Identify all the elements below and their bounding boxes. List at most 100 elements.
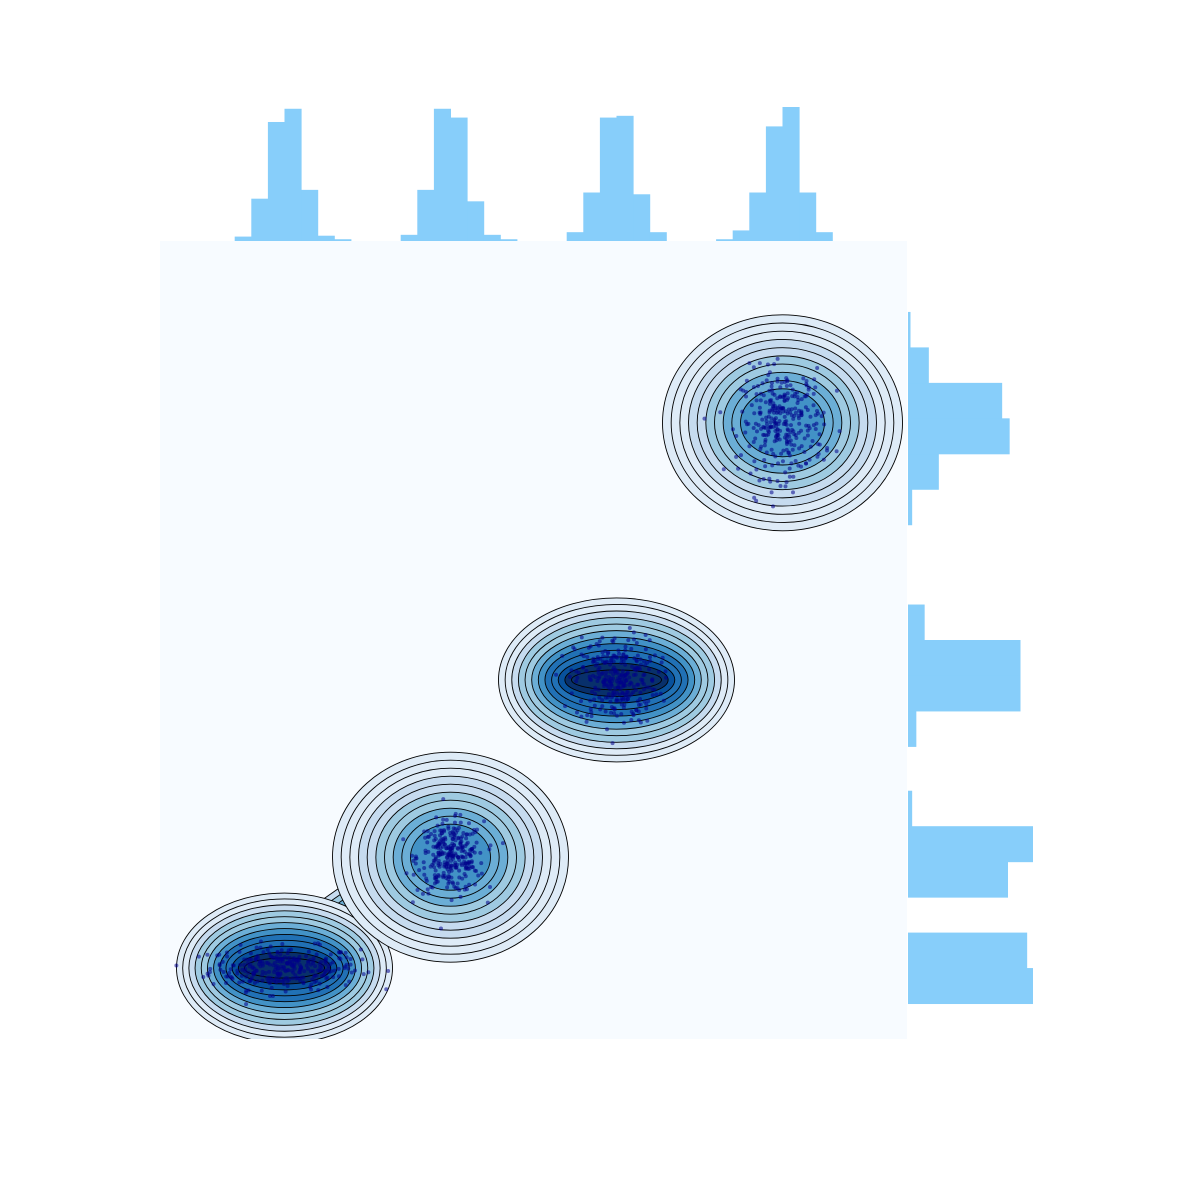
scatter-point xyxy=(485,900,490,905)
scatter-point xyxy=(767,370,772,375)
scatter-point xyxy=(621,652,626,657)
x-hist-bar xyxy=(749,192,767,241)
scatter-point xyxy=(426,849,431,854)
scatter-point xyxy=(328,952,333,957)
scatter-point xyxy=(789,442,794,447)
scatter-point xyxy=(797,421,802,426)
scatter-point xyxy=(453,865,458,870)
scatter-point xyxy=(441,817,446,822)
x-hist-bar xyxy=(799,192,817,241)
x-hist-bar xyxy=(616,115,634,241)
scatter-point xyxy=(295,956,300,961)
scatter-point xyxy=(304,954,309,959)
scatter-point xyxy=(805,408,810,413)
x-hist-bar xyxy=(716,239,734,241)
scatter-point xyxy=(751,385,756,390)
scatter-point xyxy=(430,862,435,867)
scatter-point xyxy=(600,704,605,709)
scatter-point xyxy=(446,873,451,878)
scatter-point xyxy=(776,461,781,466)
scatter-point xyxy=(752,411,757,416)
scatter-point xyxy=(636,718,641,723)
scatter-point xyxy=(442,828,447,833)
scatter-point xyxy=(769,490,774,495)
scatter-point xyxy=(587,674,592,679)
scatter-point xyxy=(606,685,611,690)
scatter-point xyxy=(634,665,639,670)
scatter-point xyxy=(754,398,759,403)
scatter-point xyxy=(813,385,818,390)
scatter-point xyxy=(734,434,739,439)
scatter-point xyxy=(734,454,739,459)
scatter-point xyxy=(786,450,791,455)
scatter-point xyxy=(746,421,751,426)
scatter-point xyxy=(432,829,437,834)
scatter-point xyxy=(788,383,793,388)
scatter-point xyxy=(455,886,460,891)
scatter-point xyxy=(258,939,263,944)
scatter-point xyxy=(417,868,422,873)
x-hist-bar xyxy=(732,230,750,241)
scatter-point xyxy=(411,872,416,877)
scatter-point xyxy=(603,673,608,678)
scatter-point xyxy=(261,950,266,955)
scatter-point xyxy=(320,964,325,969)
scatter-point xyxy=(255,953,260,958)
scatter-point xyxy=(773,416,778,421)
scatter-point xyxy=(439,831,444,836)
scatter-point xyxy=(604,727,609,732)
scatter-point xyxy=(450,880,455,885)
scatter-point xyxy=(441,870,446,875)
scatter-point xyxy=(592,659,597,664)
scatter-point xyxy=(816,442,821,447)
scatter-point xyxy=(781,448,786,453)
scatter-point xyxy=(463,844,468,849)
x-hist-bar xyxy=(500,239,518,241)
scatter-point xyxy=(739,453,744,458)
scatter-point xyxy=(337,956,342,961)
scatter-point xyxy=(702,416,707,421)
x-hist-bar xyxy=(234,236,252,241)
scatter-point xyxy=(308,969,313,974)
scatter-point xyxy=(608,699,613,704)
scatter-point xyxy=(660,655,665,660)
scatter-point xyxy=(278,964,283,969)
scatter-point xyxy=(751,425,756,430)
x-marginal-histogram xyxy=(234,107,833,242)
scatter-point xyxy=(560,653,565,658)
scatter-point xyxy=(631,672,636,677)
scatter-point xyxy=(246,970,251,975)
scatter-point xyxy=(464,836,469,841)
scatter-point xyxy=(819,414,824,419)
scatter-point xyxy=(626,694,631,699)
scatter-point xyxy=(772,362,777,367)
scatter-point xyxy=(444,846,449,851)
scatter-point xyxy=(774,406,779,411)
scatter-point xyxy=(747,444,752,449)
scatter-point xyxy=(754,429,759,434)
scatter-point xyxy=(808,414,813,419)
scatter-point xyxy=(597,639,602,644)
scatter-point xyxy=(290,976,295,981)
scatter-point xyxy=(767,429,772,434)
scatter-point xyxy=(567,674,572,679)
scatter-point xyxy=(774,424,779,429)
y-hist-bar xyxy=(908,418,1010,455)
scatter-point xyxy=(744,394,749,399)
scatter-point xyxy=(434,815,439,820)
scatter-point xyxy=(634,668,639,673)
scatter-point xyxy=(282,965,287,970)
scatter-point xyxy=(275,950,280,955)
scatter-point xyxy=(425,840,430,845)
scatter-point xyxy=(617,672,622,677)
scatter-point xyxy=(607,674,612,679)
scatter-point xyxy=(337,950,342,955)
scatter-point xyxy=(834,449,839,454)
scatter-point xyxy=(804,382,809,387)
scatter-point xyxy=(790,387,795,392)
scatter-point xyxy=(652,653,657,658)
scatter-point xyxy=(619,712,624,717)
scatter-point xyxy=(803,461,808,466)
scatter-point xyxy=(220,959,225,964)
scatter-point xyxy=(347,979,352,984)
